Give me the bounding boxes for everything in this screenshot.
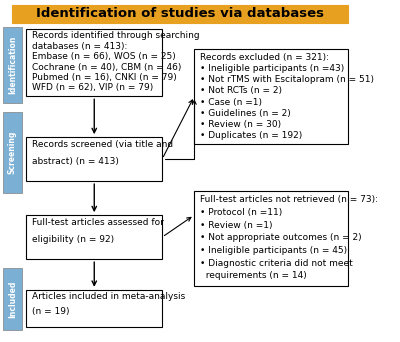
Text: • Not RCTs (n = 2): • Not RCTs (n = 2)	[200, 87, 282, 95]
FancyBboxPatch shape	[26, 215, 162, 259]
Text: • Review (n =1): • Review (n =1)	[200, 221, 272, 230]
Text: Identification of studies via databases: Identification of studies via databases	[36, 8, 324, 21]
Text: eligibility (n = 92): eligibility (n = 92)	[32, 235, 114, 245]
FancyBboxPatch shape	[3, 27, 22, 103]
Text: requirements (n = 14): requirements (n = 14)	[200, 272, 306, 280]
Text: • Not appropriate outcomes (n = 2): • Not appropriate outcomes (n = 2)	[200, 234, 361, 242]
Text: • Ineligible participants (n = 45): • Ineligible participants (n = 45)	[200, 246, 347, 255]
FancyBboxPatch shape	[26, 290, 162, 327]
Text: Records screened (via title and: Records screened (via title and	[32, 140, 173, 149]
Text: (n = 19): (n = 19)	[32, 307, 69, 316]
Text: • Case (n =1): • Case (n =1)	[200, 98, 262, 107]
Text: Full-test articles not retrieved (n = 73):: Full-test articles not retrieved (n = 73…	[200, 195, 378, 205]
FancyBboxPatch shape	[3, 111, 22, 193]
Text: Identification: Identification	[8, 36, 17, 94]
Text: • Diagnostic criteria did not meet: • Diagnostic criteria did not meet	[200, 259, 352, 268]
Text: • Protocol (n =11): • Protocol (n =11)	[200, 208, 282, 217]
Text: databases (n = 413):: databases (n = 413):	[32, 42, 127, 51]
Text: Included: Included	[8, 280, 17, 318]
Text: WFD (n = 62), VIP (n = 79): WFD (n = 62), VIP (n = 79)	[32, 83, 153, 92]
Text: Full-test articles assessed for: Full-test articles assessed for	[32, 218, 164, 227]
FancyBboxPatch shape	[3, 268, 22, 330]
FancyBboxPatch shape	[26, 137, 162, 181]
FancyBboxPatch shape	[194, 49, 348, 144]
Text: Pubmed (n = 16), CNKI (n = 79): Pubmed (n = 16), CNKI (n = 79)	[32, 73, 176, 82]
Text: abstract) (n = 413): abstract) (n = 413)	[32, 157, 119, 167]
Text: Records excluded (n = 321):: Records excluded (n = 321):	[200, 53, 329, 62]
Text: Cochrane (n = 40), CBM (n = 46): Cochrane (n = 40), CBM (n = 46)	[32, 63, 181, 71]
Text: • Duplicates (n = 192): • Duplicates (n = 192)	[200, 131, 302, 140]
FancyBboxPatch shape	[194, 192, 348, 286]
Text: Records identified through searching: Records identified through searching	[32, 31, 199, 40]
Text: • Ineligible participants (n =43): • Ineligible participants (n =43)	[200, 64, 344, 73]
Text: Embase (n = 66), WOS (n = 25): Embase (n = 66), WOS (n = 25)	[32, 52, 176, 61]
Text: • Not rTMS with Escitalopram (n = 51): • Not rTMS with Escitalopram (n = 51)	[200, 75, 374, 84]
Text: • Guidelines (n = 2): • Guidelines (n = 2)	[200, 109, 290, 118]
FancyBboxPatch shape	[26, 28, 162, 96]
Text: • Review (n = 30): • Review (n = 30)	[200, 120, 281, 129]
Text: Articles included in meta-analysis: Articles included in meta-analysis	[32, 292, 185, 301]
FancyBboxPatch shape	[12, 5, 348, 24]
Text: Screening: Screening	[8, 131, 17, 174]
